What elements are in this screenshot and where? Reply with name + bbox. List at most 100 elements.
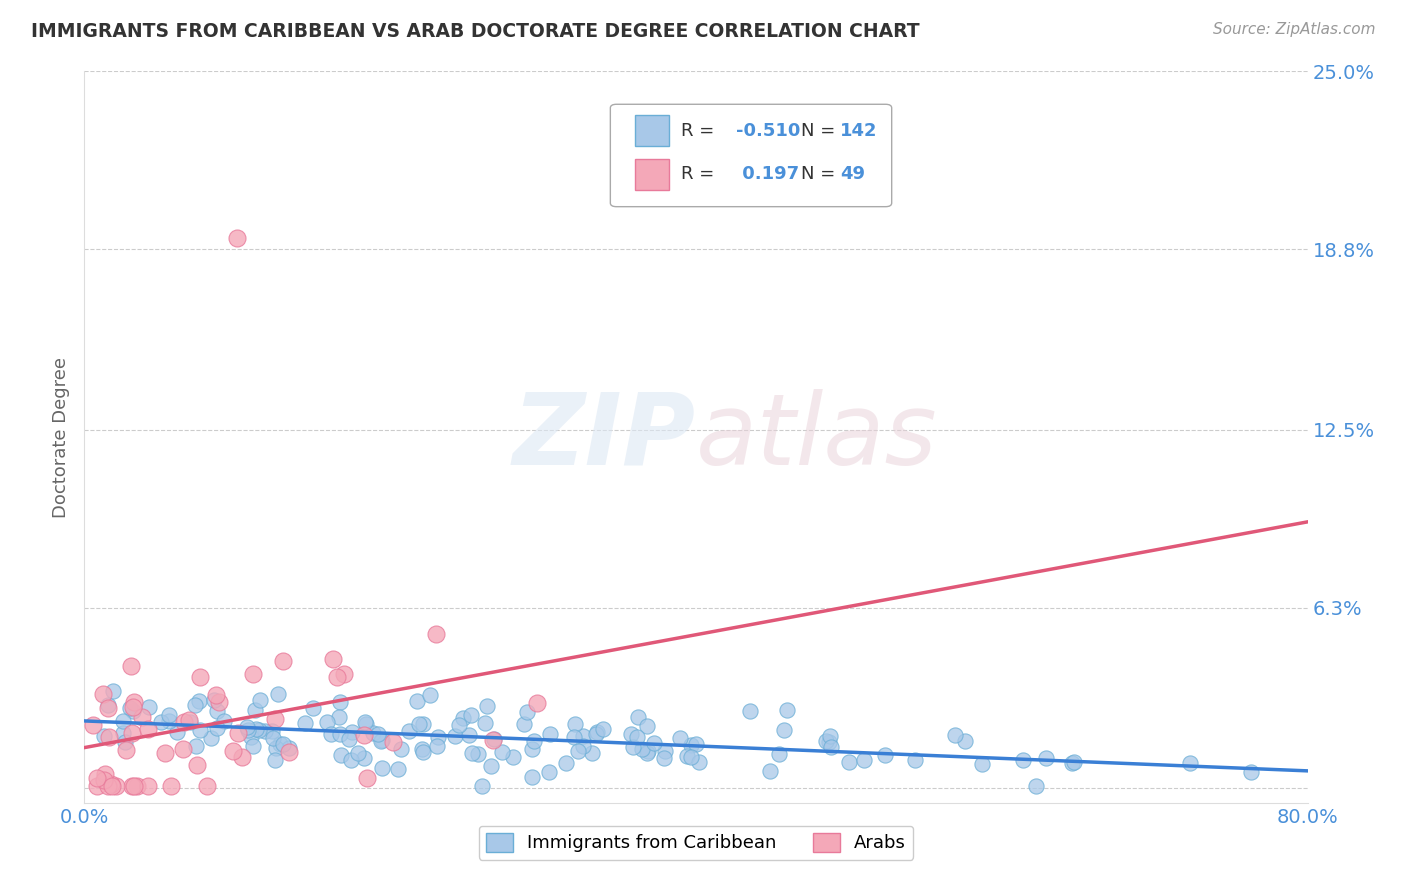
Point [426,739,449,754]
Point [120,658,142,673]
Point [776,704,799,718]
Point [643,736,665,750]
FancyBboxPatch shape [610,104,891,207]
Point [231,749,253,764]
Point [93,773,115,788]
Text: 49: 49 [841,166,865,184]
Point [820,740,842,755]
Point [111,714,134,728]
Point [267,687,290,701]
Point [1178,756,1201,771]
Point [353,728,375,742]
Point [387,762,409,776]
Point [249,693,271,707]
Point [222,744,245,758]
Point [184,739,207,754]
Point [315,714,337,729]
Point [86,771,108,785]
Point [669,731,692,746]
Point [254,723,277,738]
Point [620,727,643,741]
Point [411,742,433,756]
Point [337,732,360,747]
Point [243,703,266,717]
Text: R =: R = [682,166,720,184]
Point [118,701,141,715]
Point [586,725,609,739]
Point [329,748,352,763]
Point [481,732,503,747]
Point [186,757,208,772]
Point [654,744,676,758]
Point [652,751,675,765]
Point [538,764,561,779]
Point [953,734,976,748]
Point [82,718,104,732]
Point [347,746,370,760]
Point [340,753,363,767]
Point [202,693,225,707]
Point [329,695,352,709]
Point [264,741,287,756]
Point [626,730,648,744]
Point [340,724,363,739]
Point [502,749,524,764]
Point [247,723,270,738]
Point [474,715,496,730]
Point [226,231,249,245]
Point [759,764,782,778]
Point [177,714,200,728]
Point [97,701,120,715]
Point [195,779,218,793]
Point [1240,764,1263,779]
Point [208,695,231,709]
Point [97,779,120,793]
Point [1025,779,1047,793]
Text: atlas: atlas [696,389,938,485]
Text: N =: N = [801,121,835,140]
Point [264,753,287,767]
Text: 0.197: 0.197 [737,166,800,184]
Point [179,715,201,730]
Point [637,744,659,758]
Point [245,722,267,736]
Point [98,730,121,744]
Point [636,719,658,733]
Point [207,704,229,718]
Point [562,731,585,745]
Point [572,739,595,753]
Point [242,667,264,681]
Point [408,716,430,731]
Point [1063,755,1085,769]
Point [172,741,194,756]
Point [278,745,301,759]
Point [631,741,654,756]
Point [817,735,839,749]
Point [491,745,513,759]
Point [461,746,484,760]
Point [370,733,392,747]
Text: R =: R = [682,121,720,140]
Point [520,770,543,784]
Point [444,729,467,743]
Point [585,726,607,740]
Point [482,732,505,747]
Point [105,779,128,793]
Point [262,731,284,746]
Point [773,723,796,737]
Point [122,699,145,714]
Point [136,779,159,793]
Point [121,779,143,793]
Point [637,747,659,761]
Point [513,716,536,731]
Point [302,701,325,715]
Point [354,714,377,729]
Point [391,742,413,756]
Point [273,654,295,668]
Point [427,730,450,744]
Point [93,729,115,743]
Point [101,684,124,698]
Point [260,724,283,739]
Point [242,739,264,753]
Point [115,742,138,756]
